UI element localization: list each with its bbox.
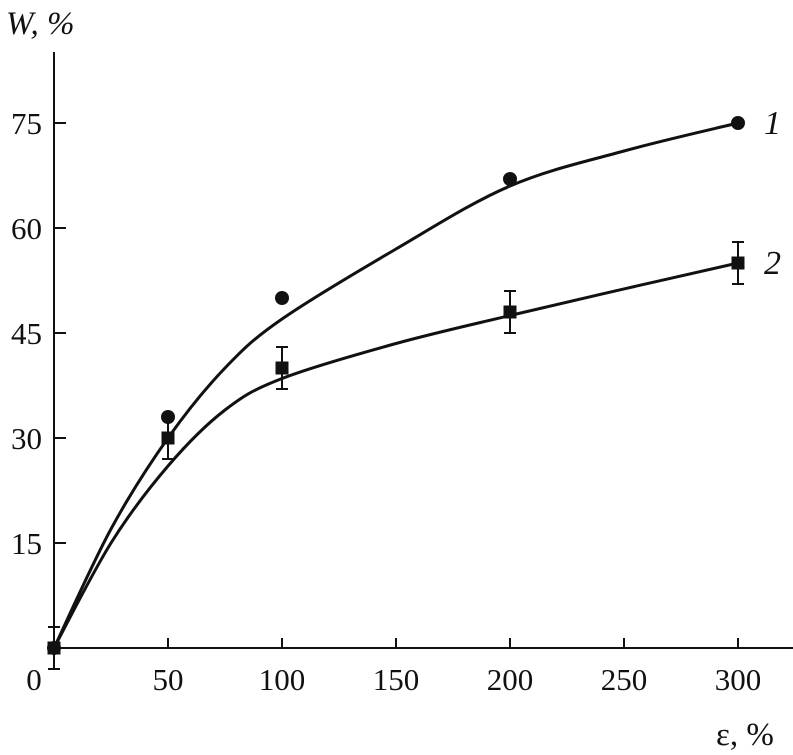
series-2-point xyxy=(47,641,61,655)
ticks: 0 50 100 150 200 250 300 15 30 45 60 75 xyxy=(11,106,761,697)
series-1-point xyxy=(275,291,289,305)
axes xyxy=(53,52,793,649)
series-labels: 12 xyxy=(764,105,781,282)
series-2-label: 2 xyxy=(764,245,781,282)
series-1-point xyxy=(503,172,517,186)
x-axis-label: ε, % xyxy=(716,717,774,753)
series-2-point xyxy=(731,256,745,270)
x-tick-label: 50 xyxy=(153,662,184,697)
x-tick-label: 100 xyxy=(259,662,306,697)
series-1-label: 1 xyxy=(764,105,781,142)
series-2-point xyxy=(503,305,517,319)
y-tick-label: 30 xyxy=(11,421,42,456)
x-tick-label: 250 xyxy=(601,662,648,697)
x-tick-label: 300 xyxy=(715,662,762,697)
series-2-point xyxy=(275,361,289,375)
x-tick-label: 150 xyxy=(373,662,420,697)
y-tick-label: 75 xyxy=(11,106,42,141)
x-tick-label: 0 xyxy=(26,662,42,697)
markers xyxy=(47,116,745,670)
x-tick-label: 200 xyxy=(487,662,534,697)
y-tick-label: 15 xyxy=(11,526,42,561)
curves xyxy=(52,121,739,649)
series-2-curve xyxy=(52,261,739,649)
y-axis-label: W, % xyxy=(6,6,74,42)
series-1-curve xyxy=(52,121,739,649)
y-tick-label: 60 xyxy=(11,211,42,246)
series-2-point xyxy=(161,431,175,445)
series-1-point xyxy=(731,116,745,130)
y-tick-label: 45 xyxy=(11,316,42,351)
